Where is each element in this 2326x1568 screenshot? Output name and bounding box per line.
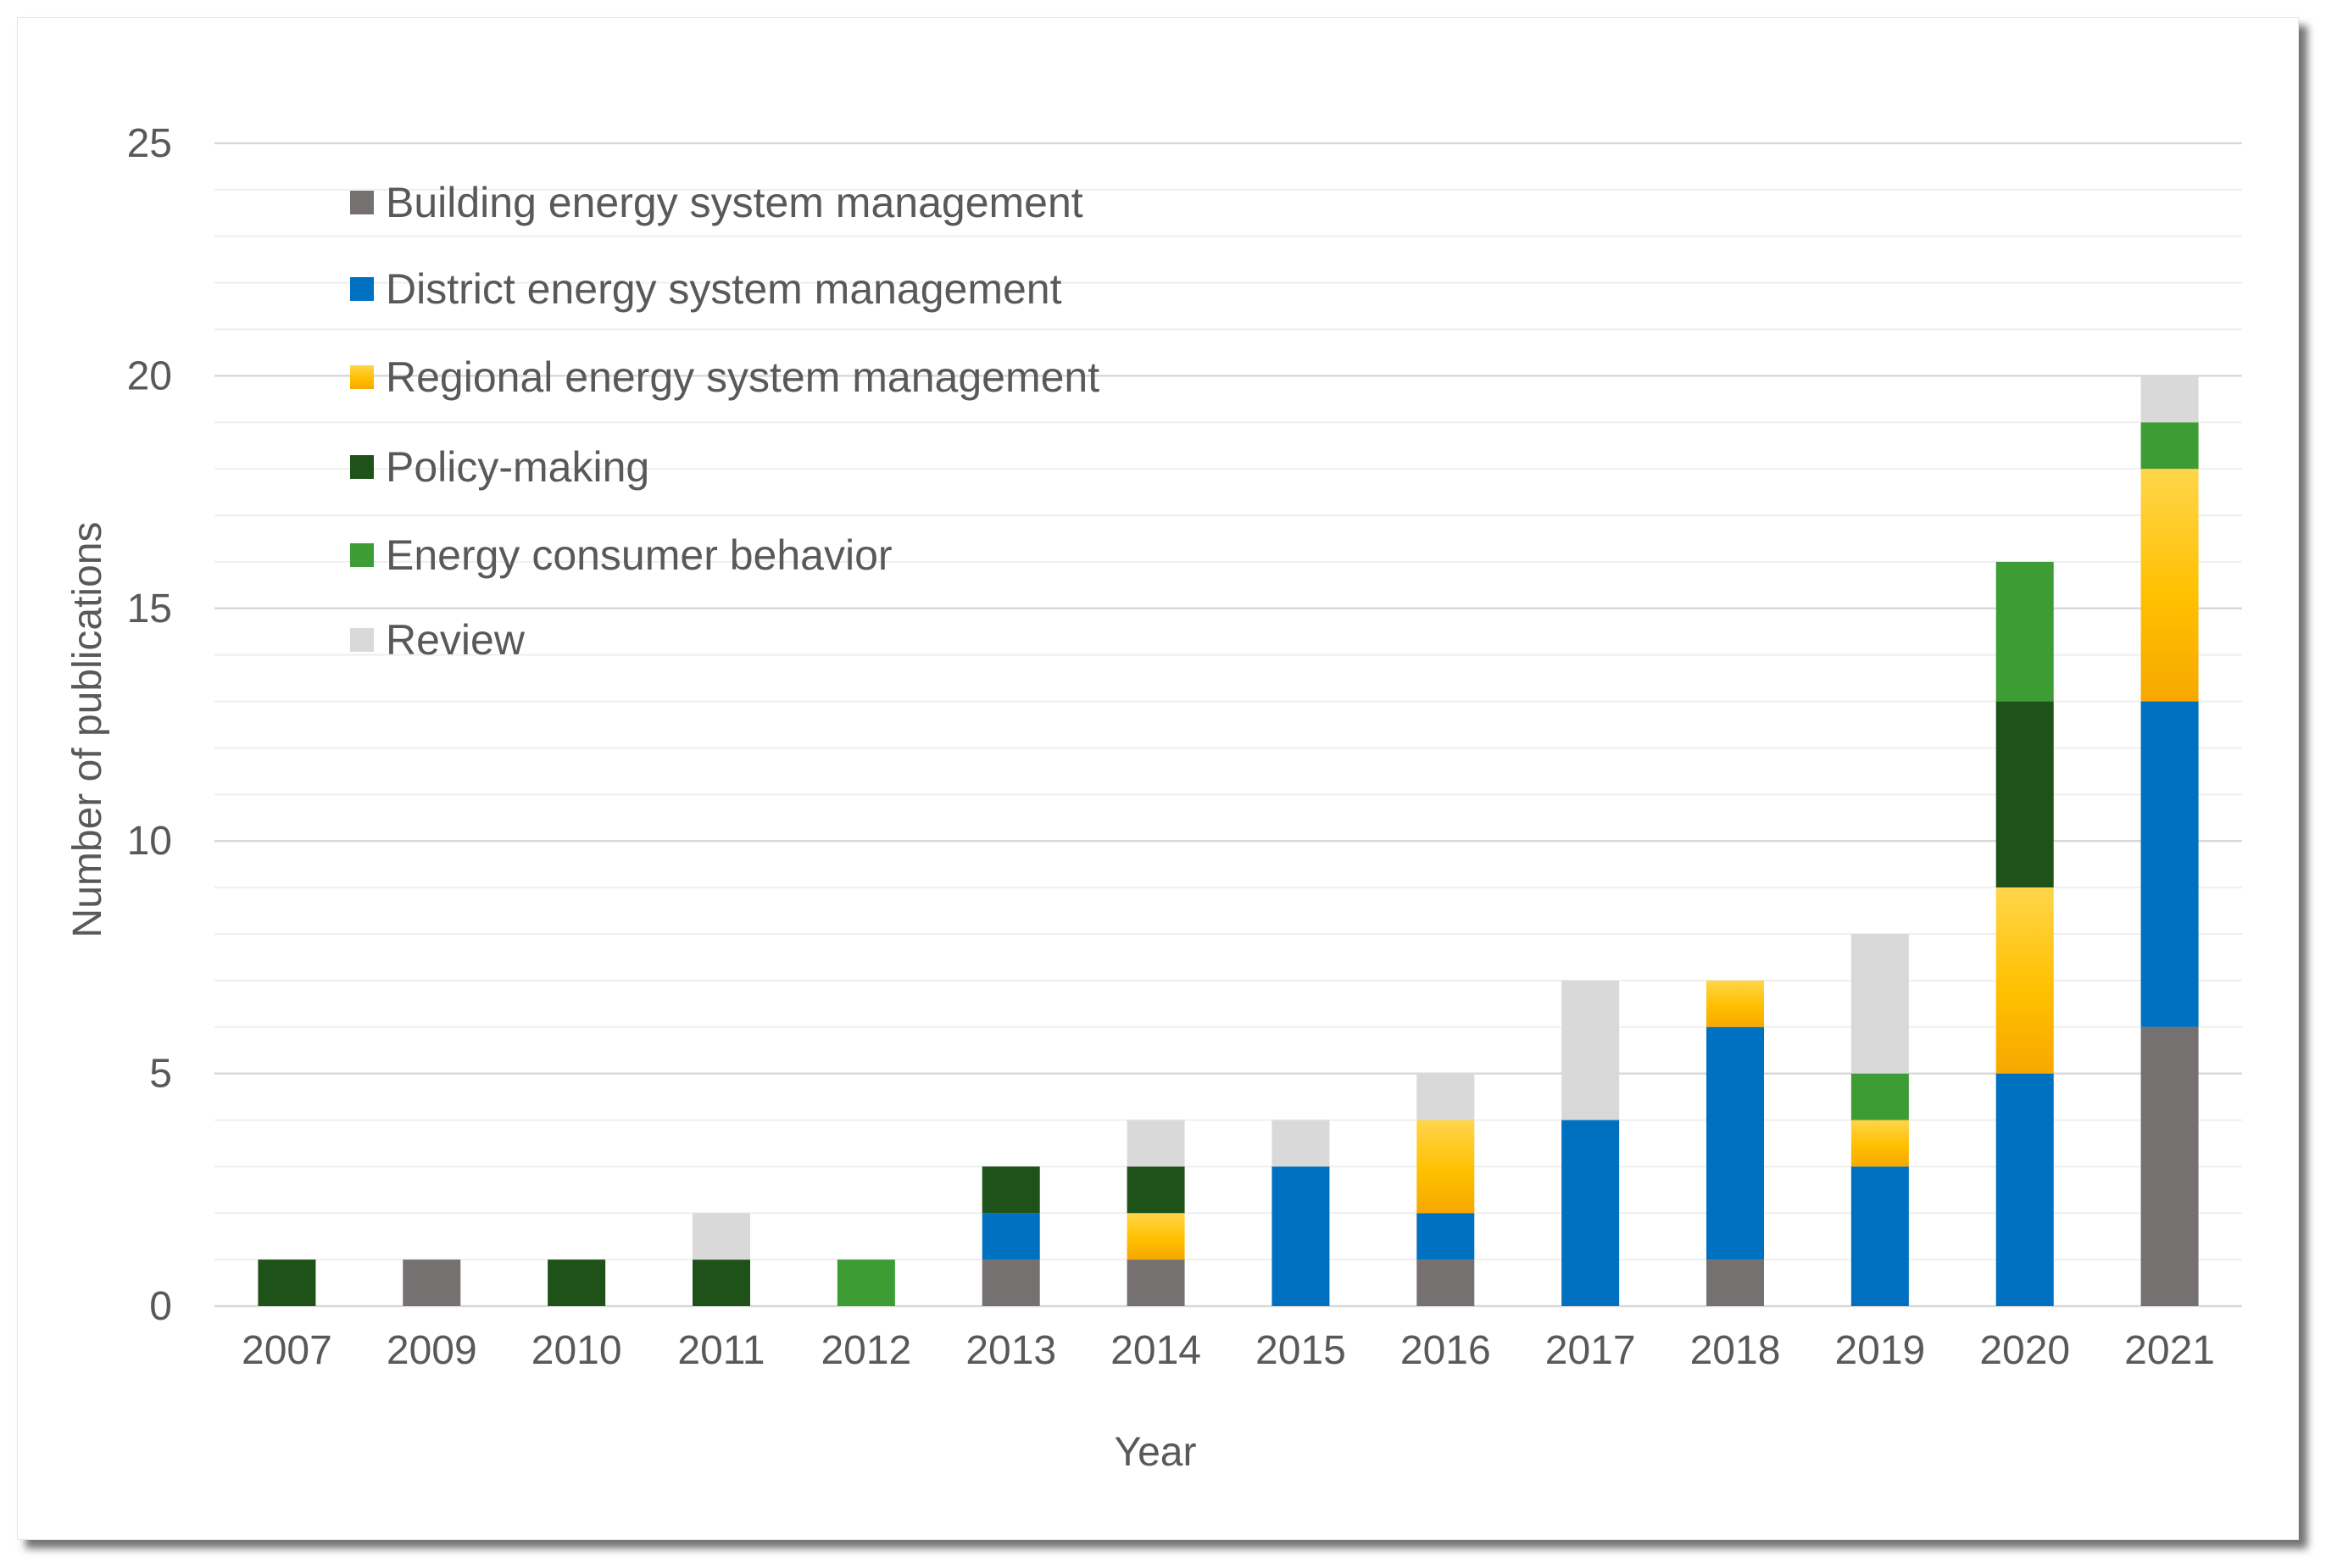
bar-segment (1127, 1120, 1185, 1167)
x-tick-label: 2021 (2124, 1328, 2215, 1373)
bar-segment (1272, 1120, 1330, 1167)
legend-swatch (350, 628, 374, 652)
legend-swatch (350, 543, 374, 567)
x-tick-label: 2011 (677, 1328, 765, 1373)
bar-segment (1995, 887, 2054, 1074)
y-tick-label: 0 (149, 1284, 172, 1329)
legend-label: Review (386, 616, 526, 664)
bar-segment (693, 1259, 750, 1306)
x-tick-label: 2020 (1979, 1328, 2070, 1373)
bar-segment (2140, 701, 2199, 1027)
bar-segment (1850, 1073, 1909, 1120)
y-axis-tick-labels: 0 5 10 15 20 25 (127, 121, 172, 1329)
bar-segment (548, 1259, 606, 1306)
bar-segment (1995, 701, 2054, 888)
x-tick-label: 2017 (1545, 1328, 1636, 1373)
bar-segment (1850, 1120, 1909, 1167)
bar-segment (1706, 980, 1764, 1027)
bar-segment (1706, 1259, 1764, 1306)
bars (258, 375, 2199, 1306)
y-tick-label: 10 (127, 819, 172, 864)
bar-segment (1561, 1120, 1620, 1306)
y-tick-label: 5 (149, 1052, 172, 1097)
legend-label: Regional energy system management (386, 353, 1099, 401)
bar-segment (1416, 1259, 1475, 1306)
gridlines (214, 142, 2242, 1308)
bar-segment (1127, 1259, 1185, 1306)
bar-segment (2140, 375, 2199, 423)
y-tick-label: 20 (127, 353, 172, 398)
x-tick-label: 2012 (821, 1328, 911, 1373)
x-axis-tick-labels: 2007 2009 2010 2011 2012 2013 2014 2015 2016 2017… (242, 1328, 2215, 1373)
y-tick-label: 25 (127, 121, 172, 166)
legend-label: Energy consumer behavior (386, 531, 893, 579)
bar-segment (1127, 1166, 1185, 1214)
x-tick-label: 2016 (1400, 1328, 1491, 1373)
bar-segment (1995, 561, 2054, 702)
legend-swatch (350, 191, 374, 214)
legend-swatch (350, 365, 374, 389)
bar-segment (2140, 422, 2199, 470)
legend-label: Policy-making (386, 443, 649, 491)
x-tick-label: 2014 (1110, 1328, 1201, 1373)
legend-label: District energy system management (386, 265, 1062, 313)
x-axis-title: Year (1115, 1430, 1197, 1475)
x-tick-label: 2007 (242, 1328, 332, 1373)
legend: Building energy system management Distric… (350, 179, 1099, 664)
bar-segment (1416, 1073, 1475, 1120)
bar-segment (837, 1259, 895, 1306)
bar-segment (693, 1213, 750, 1260)
bar-segment (1561, 980, 1620, 1120)
bar-segment (1995, 1073, 2054, 1306)
bar-segment (982, 1166, 1040, 1214)
legend-swatch (350, 277, 374, 301)
bar-segment (1706, 1026, 1764, 1260)
y-tick-label: 15 (127, 587, 172, 631)
chart-frame: 0 5 10 15 20 25 2007 2009 2010 2011 2012 2013 2014 2… (17, 17, 2299, 1540)
bar-segment (1272, 1166, 1330, 1306)
legend-swatch (350, 455, 374, 479)
x-tick-label: 2019 (1834, 1328, 1925, 1373)
bar-segment (1850, 933, 1909, 1074)
bar-segment (1416, 1213, 1475, 1260)
bar-segment (982, 1213, 1040, 1260)
y-axis-title: Number of publications (65, 522, 110, 938)
x-tick-label: 2013 (965, 1328, 1056, 1373)
bar-segment (982, 1259, 1040, 1306)
x-tick-label: 2009 (387, 1328, 477, 1373)
bar-segment (1416, 1120, 1475, 1214)
x-tick-label: 2015 (1255, 1328, 1346, 1373)
bar-segment (1850, 1166, 1909, 1306)
bar-segment (403, 1259, 461, 1306)
bar-segment (258, 1259, 316, 1306)
x-tick-label: 2018 (1690, 1328, 1781, 1373)
bar-segment (2140, 469, 2199, 702)
bar-segment (1127, 1213, 1185, 1260)
legend-label: Building energy system management (386, 179, 1083, 226)
x-tick-label: 2010 (531, 1328, 622, 1373)
bar-segment (2140, 1026, 2199, 1306)
